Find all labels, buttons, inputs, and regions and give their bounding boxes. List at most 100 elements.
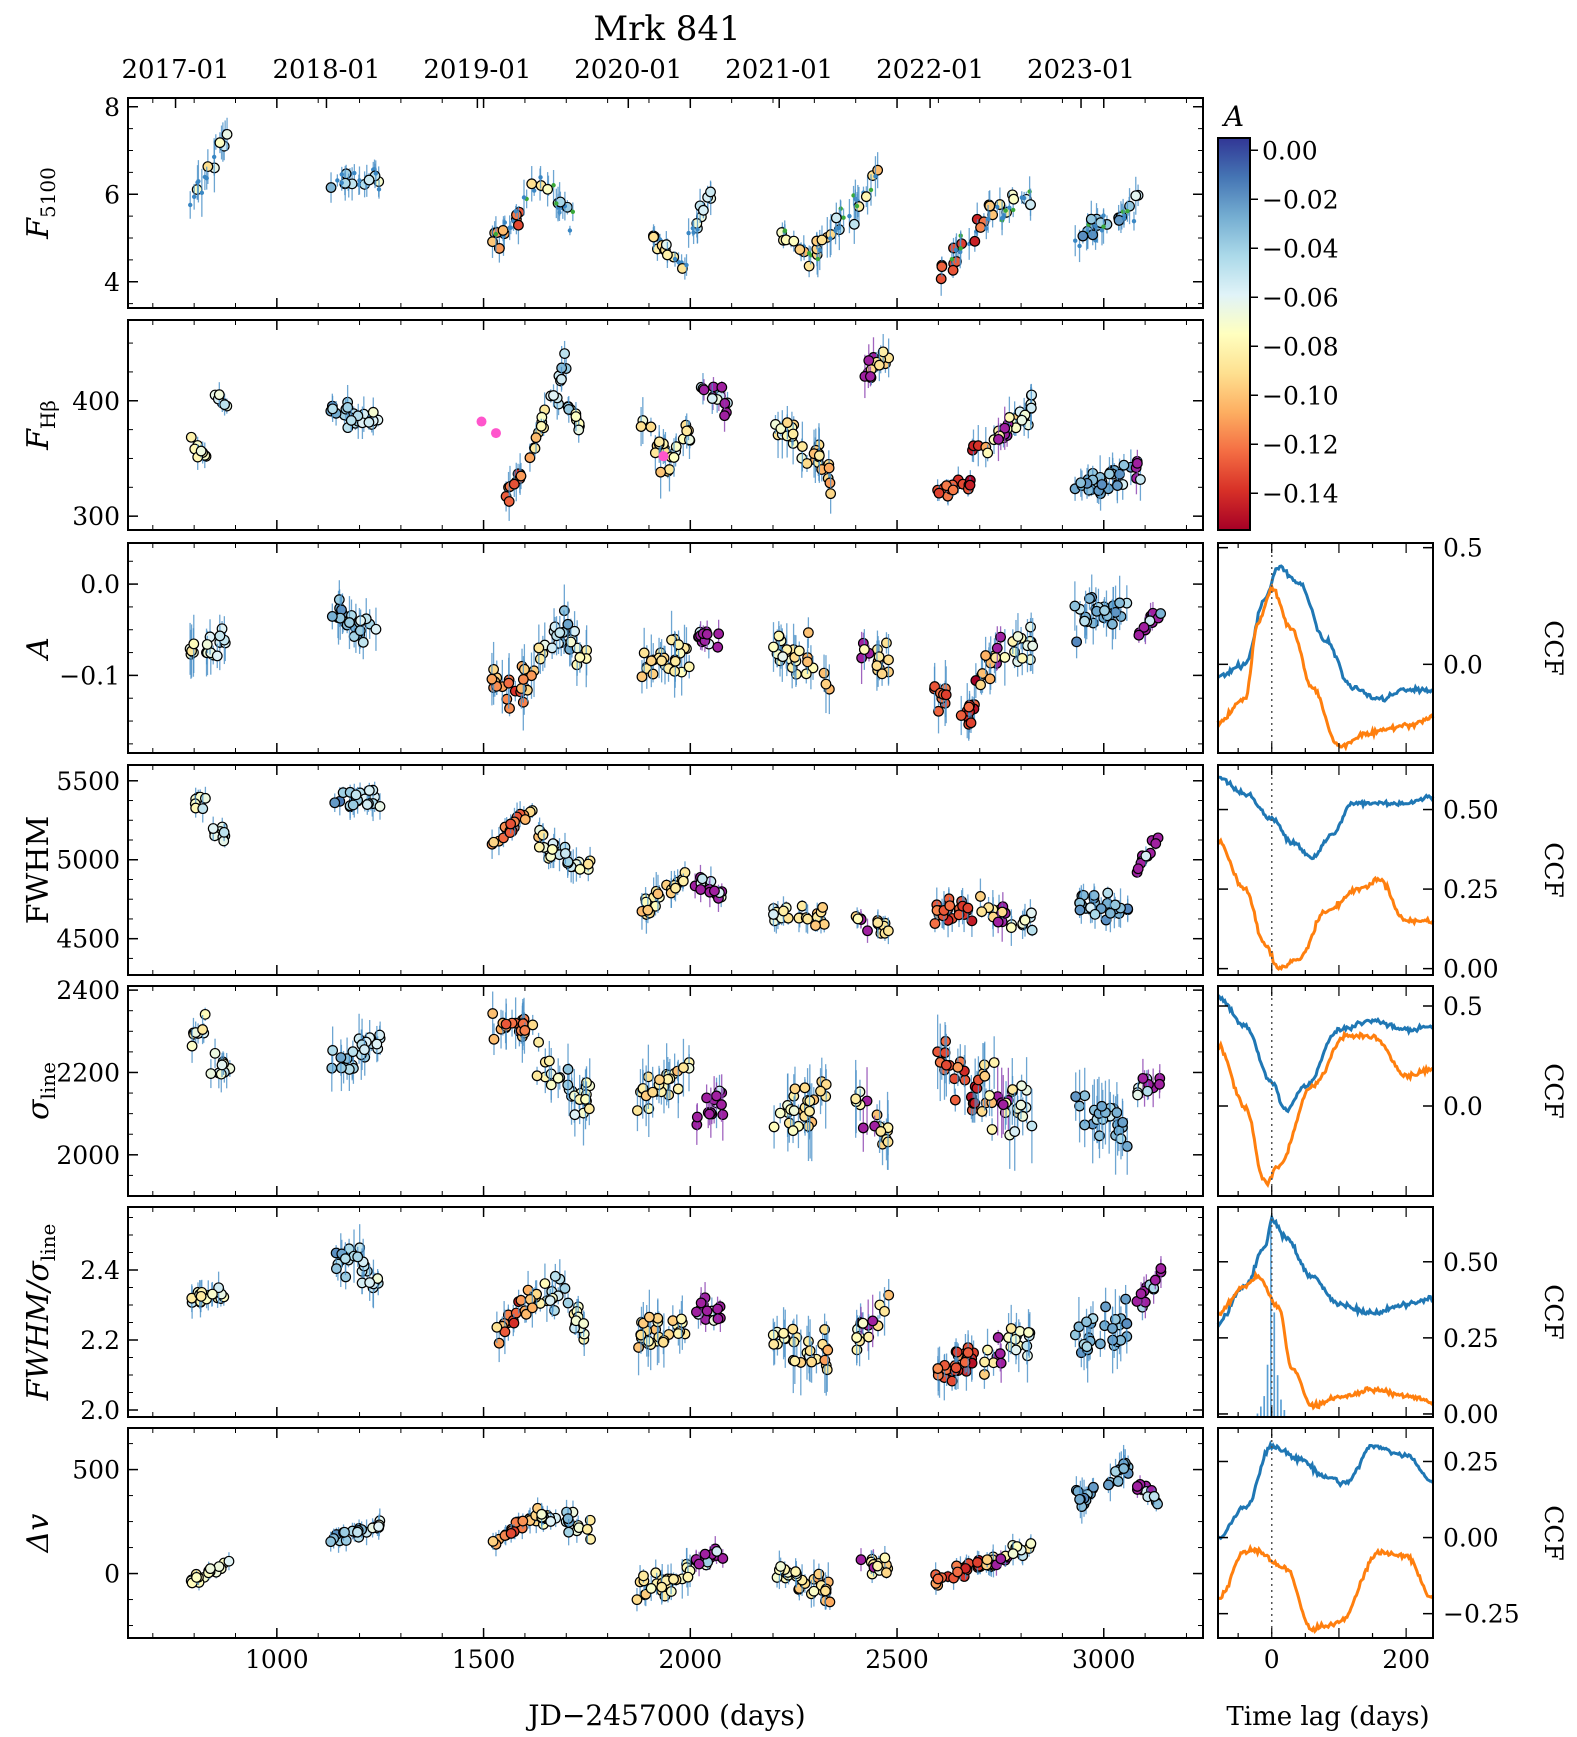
data-point — [768, 641, 779, 653]
data-point — [499, 1326, 511, 1338]
data-point — [207, 823, 219, 834]
data-point — [657, 1336, 669, 1348]
data-point — [952, 1566, 964, 1578]
y-tick-label: 500 — [72, 1456, 120, 1485]
ccf-frame — [1217, 764, 1434, 976]
ccf-orange-curve — [1216, 1030, 1434, 1189]
panel-frame — [127, 97, 1204, 309]
data-point — [1005, 1323, 1017, 1334]
continuum-point — [873, 174, 878, 179]
ccf-blue-curve — [1216, 994, 1435, 1114]
ccf-y-tick-label: 0.00 — [1443, 955, 1499, 984]
data-point — [695, 884, 707, 895]
y-tick-label: 4500 — [56, 925, 120, 954]
data-point — [975, 679, 986, 691]
data-point — [647, 1086, 659, 1098]
continuum-point — [1073, 238, 1078, 243]
data-point — [1075, 477, 1087, 489]
data-point — [947, 264, 959, 276]
continuum-point — [1121, 216, 1127, 221]
data-point — [823, 462, 835, 474]
data-point — [1096, 1100, 1108, 1112]
data-point — [701, 1305, 713, 1317]
data-point — [364, 1277, 376, 1288]
lag-histogram-bar — [1256, 1413, 1259, 1417]
data-point — [656, 655, 668, 667]
data-point — [939, 1047, 951, 1059]
y-tick-label: 5000 — [56, 846, 120, 875]
data-point — [539, 1278, 551, 1290]
continuum-point — [782, 228, 788, 233]
data-point — [698, 384, 710, 396]
top-tick-label: 2021-01 — [725, 55, 833, 85]
data-point — [491, 1321, 503, 1333]
data-point — [716, 381, 728, 393]
data-point — [562, 1297, 574, 1309]
data-point — [699, 1548, 711, 1560]
data-point — [205, 1068, 217, 1080]
data-point — [940, 689, 952, 701]
data-point — [582, 858, 594, 870]
data-point — [1069, 600, 1081, 612]
data-point — [559, 848, 571, 859]
data-point — [962, 902, 974, 914]
y-tick-label: 8 — [104, 93, 120, 122]
data-point — [822, 1344, 834, 1356]
data-point — [984, 673, 996, 685]
continuum-point — [373, 171, 378, 176]
data-point — [1081, 1316, 1092, 1328]
ccf-panel-FWHM: 0.00 0.25 0.50 CCF — [1216, 764, 1568, 984]
ccf-blue-curve — [1217, 775, 1435, 861]
continuum-point — [335, 178, 340, 183]
data-point — [991, 642, 1003, 654]
data-point — [500, 1018, 512, 1030]
continuum-point — [1125, 209, 1130, 214]
data-point — [816, 234, 828, 246]
data-point — [804, 1105, 815, 1117]
data-point — [631, 1594, 643, 1606]
data-points — [184, 574, 1167, 741]
continuum-point — [984, 226, 989, 231]
data-point — [876, 668, 888, 680]
data-point — [544, 1295, 556, 1307]
data-point — [574, 863, 586, 875]
data-point — [1149, 1274, 1161, 1286]
data-point — [709, 885, 720, 897]
panel-frame — [127, 985, 1204, 1197]
data-point — [1114, 597, 1126, 609]
colorbar-label: A — [1221, 100, 1244, 133]
continuum-point — [1010, 207, 1016, 213]
data-point — [952, 1061, 964, 1073]
data-point — [810, 920, 821, 931]
data-point — [711, 1546, 723, 1557]
y-tick-label: −0.1 — [59, 661, 120, 690]
continuum-point — [949, 257, 955, 262]
data-point — [1135, 1288, 1147, 1300]
data-point — [325, 182, 337, 193]
data-point — [654, 1074, 665, 1086]
continuum-point — [195, 180, 200, 185]
continuum-point — [188, 202, 193, 208]
ccf-y-axis-label: CCF — [1539, 1063, 1568, 1119]
data-point — [201, 639, 213, 650]
data-point — [701, 628, 713, 640]
data-point — [851, 1332, 863, 1343]
y-tick-label: 6 — [104, 180, 120, 209]
data-point — [818, 667, 830, 679]
continuum-point — [1120, 209, 1126, 214]
continuum-point — [999, 216, 1005, 221]
data-point — [223, 1555, 235, 1567]
continuum-point — [493, 231, 499, 237]
y-tick-label: 0 — [104, 1560, 120, 1589]
data-point — [1094, 1130, 1105, 1142]
data-point — [706, 393, 718, 404]
data-point — [677, 875, 689, 887]
colorbar-bar — [1217, 137, 1251, 531]
data-point — [871, 1109, 883, 1121]
data-point — [1027, 640, 1039, 652]
data-point — [533, 642, 545, 654]
data-point — [1144, 615, 1156, 627]
data-point — [359, 1044, 370, 1056]
data-point — [508, 1317, 520, 1329]
data-point — [683, 661, 695, 673]
